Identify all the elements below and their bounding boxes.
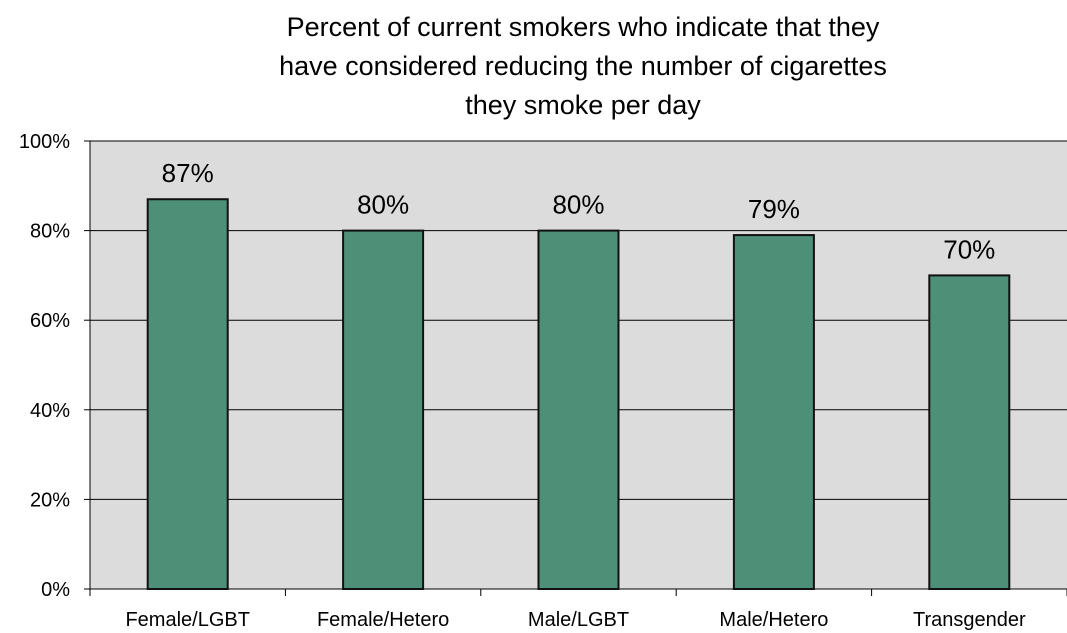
y-tick-label: 40% — [30, 400, 70, 422]
chart-title-line-3: they smoke per day — [465, 90, 701, 120]
category-label: Transgender — [913, 609, 1026, 631]
bar-female-hetero — [342, 229, 425, 590]
bars — [146, 198, 1011, 591]
data-label: 87% — [162, 158, 214, 188]
category-label: Male/LGBT — [528, 609, 629, 631]
category-label: Male/Hetero — [719, 609, 828, 631]
bar-transgender — [928, 274, 1011, 590]
y-tick-label: 0% — [41, 579, 70, 601]
y-tick-label: 20% — [30, 489, 70, 511]
bar-male-lgbt — [537, 229, 620, 590]
category-label: Female/Hetero — [317, 609, 449, 631]
y-tick-label: 60% — [30, 310, 70, 332]
y-tick-label: 80% — [30, 221, 70, 243]
category-label: Female/LGBT — [125, 609, 249, 631]
data-label: 80% — [552, 190, 604, 220]
data-labels: 87% 80% 80% 79% 70% — [162, 158, 996, 264]
y-axis-ticks: 0% 20% 40% 60% 80% 100% — [19, 131, 90, 601]
data-label: 70% — [943, 234, 995, 264]
chart-title-line-2: have considered reducing the number of c… — [279, 51, 887, 81]
data-label: 80% — [357, 190, 409, 220]
bar-male-hetero — [732, 234, 815, 591]
bar-female-lgbt — [146, 198, 229, 591]
x-axis-categories: Female/LGBT Female/Hetero Male/LGBT Male/He… — [125, 609, 1026, 631]
chart-title: Percent of current smokers who indicate … — [279, 12, 887, 120]
y-tick-label: 100% — [19, 131, 70, 153]
data-label: 79% — [748, 194, 800, 224]
chart-title-line-1: Percent of current smokers who indicate … — [287, 12, 880, 42]
